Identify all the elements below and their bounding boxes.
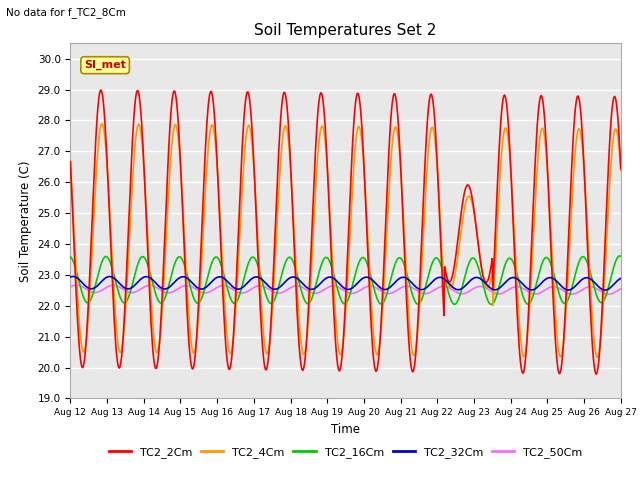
TC2_50Cm xyxy=(134,288,141,294)
TC2_32Cm xyxy=(134,279,141,285)
TC2_16Cm xyxy=(67,254,74,260)
TC2_4Cm xyxy=(429,126,437,132)
X-axis label: Time: Time xyxy=(331,423,360,436)
TC2_2Cm xyxy=(190,364,198,370)
TC2_32Cm xyxy=(429,278,437,284)
Line: TC2_16Cm: TC2_16Cm xyxy=(70,256,621,304)
Text: SI_met: SI_met xyxy=(84,60,126,71)
TC2_50Cm xyxy=(190,285,198,291)
Title: Soil Temperatures Set 2: Soil Temperatures Set 2 xyxy=(255,23,436,38)
TC2_32Cm xyxy=(190,281,198,287)
TC2_2Cm xyxy=(593,371,600,377)
TC2_16Cm xyxy=(616,253,624,259)
TC2_2Cm xyxy=(134,87,141,93)
TC2_4Cm xyxy=(98,121,106,127)
TC2_16Cm xyxy=(413,300,420,306)
TC2_4Cm xyxy=(413,335,421,340)
TC2_16Cm xyxy=(218,265,226,271)
TC2_50Cm xyxy=(77,283,85,289)
TC2_2Cm xyxy=(77,355,84,361)
TC2_2Cm xyxy=(219,288,227,294)
TC2_32Cm xyxy=(601,287,609,293)
TC2_32Cm xyxy=(77,279,85,285)
Line: TC2_4Cm: TC2_4Cm xyxy=(70,124,621,357)
TC2_16Cm xyxy=(77,284,84,290)
TC2_50Cm xyxy=(617,286,625,292)
TC2_16Cm xyxy=(617,253,625,259)
TC2_50Cm xyxy=(67,284,74,290)
TC2_32Cm xyxy=(413,285,421,291)
Y-axis label: Soil Temperature (C): Soil Temperature (C) xyxy=(19,160,32,282)
Legend: TC2_2Cm, TC2_4Cm, TC2_16Cm, TC2_32Cm, TC2_50Cm: TC2_2Cm, TC2_4Cm, TC2_16Cm, TC2_32Cm, TC… xyxy=(104,442,587,462)
TC2_4Cm xyxy=(134,122,141,128)
TC2_50Cm xyxy=(413,288,421,293)
TC2_32Cm xyxy=(617,276,625,281)
TC2_4Cm xyxy=(617,168,625,173)
TC2_2Cm xyxy=(429,101,437,107)
TC2_4Cm xyxy=(190,350,198,356)
Text: No data for f_TC2_8Cm: No data for f_TC2_8Cm xyxy=(6,7,126,18)
TC2_32Cm xyxy=(219,275,227,280)
TC2_4Cm xyxy=(77,332,84,338)
TC2_16Cm xyxy=(133,264,141,270)
Line: TC2_2Cm: TC2_2Cm xyxy=(70,90,621,374)
TC2_4Cm xyxy=(219,266,227,272)
Line: TC2_50Cm: TC2_50Cm xyxy=(70,285,621,294)
TC2_2Cm xyxy=(413,331,421,337)
TC2_16Cm xyxy=(189,293,196,299)
TC2_4Cm xyxy=(67,162,74,168)
TC2_2Cm xyxy=(97,87,105,93)
Line: TC2_32Cm: TC2_32Cm xyxy=(70,276,621,290)
TC2_50Cm xyxy=(219,283,227,288)
TC2_32Cm xyxy=(67,274,74,280)
TC2_2Cm xyxy=(617,166,625,171)
TC2_16Cm xyxy=(429,260,436,265)
TC2_2Cm xyxy=(67,159,74,165)
TC2_4Cm xyxy=(593,354,601,360)
TC2_50Cm xyxy=(73,282,81,288)
TC2_50Cm xyxy=(605,291,612,297)
TC2_16Cm xyxy=(488,301,495,307)
TC2_50Cm xyxy=(429,288,437,294)
TC2_32Cm xyxy=(69,274,77,279)
